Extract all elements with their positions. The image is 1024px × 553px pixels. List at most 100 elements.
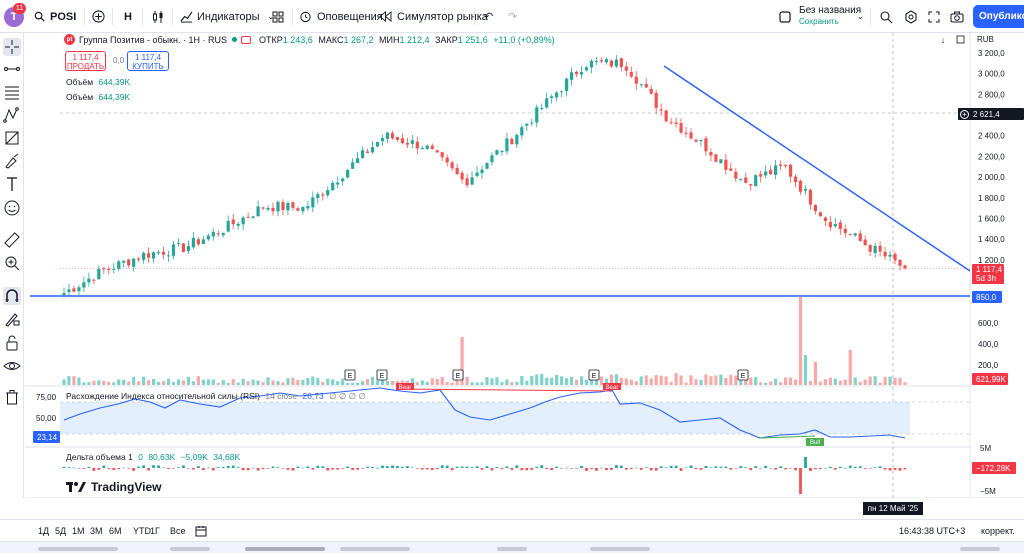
layout-dropdown[interactable]: ⌄: [857, 0, 864, 33]
chart-area[interactable]: RUB 3 200,0 3 000,0 2 800,0 2 400,0 2 200,0 2 …: [25, 33, 1024, 498]
text-tool[interactable]: [3, 175, 21, 193]
redo-button[interactable]: ↷: [508, 0, 517, 33]
volume-legend-1[interactable]: Объём 644,39K: [66, 77, 131, 87]
delta-bar: [858, 466, 862, 468]
adjust-toggle[interactable]: коррект.: [981, 526, 1015, 536]
delta-bar: [246, 468, 250, 471]
candle-body: [415, 141, 419, 149]
candle-body: [221, 232, 225, 236]
volume-bar: [306, 378, 310, 385]
timezone-clock[interactable]: 16:43:38 UTC+3: [899, 526, 966, 536]
undo-button[interactable]: ↶: [484, 0, 493, 33]
alerts-button[interactable]: Оповещения: [299, 0, 383, 33]
emoji-tool[interactable]: [3, 199, 21, 217]
snapshot-button[interactable]: [950, 0, 964, 33]
range-button-3М[interactable]: 3М: [90, 526, 103, 536]
delta-bar: [157, 465, 160, 468]
candle-body: [589, 60, 594, 68]
trendline-tool[interactable]: [3, 60, 21, 78]
candle-body: [351, 162, 355, 169]
rsi-current-tag: 23,14: [33, 431, 60, 443]
publish-button[interactable]: Опубликовать: [973, 5, 1024, 28]
range-button-6М[interactable]: 6М: [109, 526, 122, 536]
interval-button[interactable]: H: [124, 10, 132, 23]
range-button-YTD[interactable]: YTD: [133, 526, 151, 536]
quick-search-button[interactable]: [879, 0, 893, 33]
candle-body: [181, 243, 186, 252]
delta-legend[interactable]: Дельта объема 1 0 80,63K −5,09K 34,68K: [66, 452, 241, 462]
volume-bar: [241, 378, 245, 385]
pencil-lock-icon: [5, 313, 20, 327]
volume-legend-2[interactable]: Объём 644,39K: [66, 92, 131, 102]
range-button-5Д[interactable]: 5Д: [55, 526, 67, 536]
save-link[interactable]: Сохранить: [799, 17, 839, 26]
symbol-search[interactable]: POSI: [34, 0, 76, 33]
rsi-legend[interactable]: Расхождение Индекса относительной силы (…: [66, 391, 366, 401]
drawing-mode-tool[interactable]: [3, 310, 21, 328]
symbol-legend[interactable]: pt Группа Позитив - обыкн. · 1Н · RUS ОТ…: [64, 34, 555, 45]
candle-body: [271, 207, 275, 212]
volume-bar: [574, 379, 579, 385]
candle-body: [291, 202, 295, 208]
delta-bar: [226, 465, 230, 468]
earnings-marker-label: E: [456, 373, 461, 380]
visibility-tool[interactable]: [3, 357, 21, 375]
volume-bar: [271, 380, 275, 385]
candle-body: [112, 268, 116, 270]
volume-bar: [569, 376, 574, 385]
projection-tool[interactable]: [3, 129, 21, 147]
volume-last-tag: 621,99K: [972, 373, 1008, 385]
candle-body: [276, 201, 280, 212]
lock-tool[interactable]: [3, 334, 21, 352]
range-button-1Г[interactable]: 1Г: [150, 526, 160, 536]
layouts-button[interactable]: [272, 0, 284, 33]
volume-bar: [739, 380, 743, 385]
fullscreen-button[interactable]: [928, 0, 940, 33]
add-alert-icon[interactable]: +: [960, 109, 969, 119]
goto-date-button[interactable]: [195, 520, 207, 542]
remove-drawings-tool[interactable]: [3, 388, 21, 406]
candle-body: [684, 132, 688, 134]
volume-bar: [186, 376, 191, 385]
volume-bar: [535, 374, 539, 385]
sell-button[interactable]: 1 117,4 ПРОДАТЬ: [65, 51, 106, 71]
delta-bar: [266, 468, 270, 469]
delta-bar: [868, 468, 872, 469]
candle-body: [77, 287, 81, 292]
brush-tool[interactable]: [3, 152, 21, 170]
search-settings-icon: [880, 10, 893, 23]
settings-button[interactable]: [904, 0, 918, 33]
maximize-pane-icon: [956, 35, 965, 44]
fib-tool[interactable]: [3, 83, 21, 101]
chart-type-button[interactable]: [151, 0, 165, 33]
volume-bar: [102, 380, 106, 385]
volume-bar: [614, 374, 618, 385]
range-button-1М[interactable]: 1М: [72, 526, 85, 536]
measure-tool[interactable]: [3, 231, 21, 249]
volume-bar: [460, 337, 464, 385]
crosshair-tool[interactable]: [3, 38, 21, 56]
delta-bar: [485, 466, 489, 468]
volume-bar: [803, 355, 808, 385]
range-button-Все[interactable]: Все: [170, 526, 186, 536]
layout-name[interactable]: Без названия Сохранить: [799, 5, 862, 26]
volume-bar: [863, 379, 867, 385]
indicators-button[interactable]: Индикаторы ⌄: [180, 0, 274, 33]
volume-bar: [649, 378, 653, 385]
candle-body: [440, 152, 444, 158]
delta-bar: [689, 465, 693, 468]
zoom-tool[interactable]: [3, 254, 21, 272]
delta-bar: [828, 466, 832, 468]
replay-button[interactable]: Симулятор рынка: [379, 0, 488, 33]
earnings-marker-label: E: [380, 373, 385, 380]
buy-button[interactable]: 1 117,4 КУПИТЬ: [127, 51, 169, 71]
compare-button[interactable]: [92, 0, 105, 33]
delta-bar: [754, 466, 758, 468]
chart-canvas[interactable]: RUB 3 200,0 3 000,0 2 800,0 2 400,0 2 200,0 2 …: [25, 33, 1024, 498]
delta-bar: [271, 466, 275, 468]
range-button-1Д[interactable]: 1Д: [38, 526, 50, 536]
price-tick-label: 1 200,0: [978, 256, 1005, 265]
pattern-tool[interactable]: [3, 106, 21, 124]
magnet-tool[interactable]: [3, 287, 21, 305]
layout-menu-button[interactable]: [779, 0, 791, 33]
